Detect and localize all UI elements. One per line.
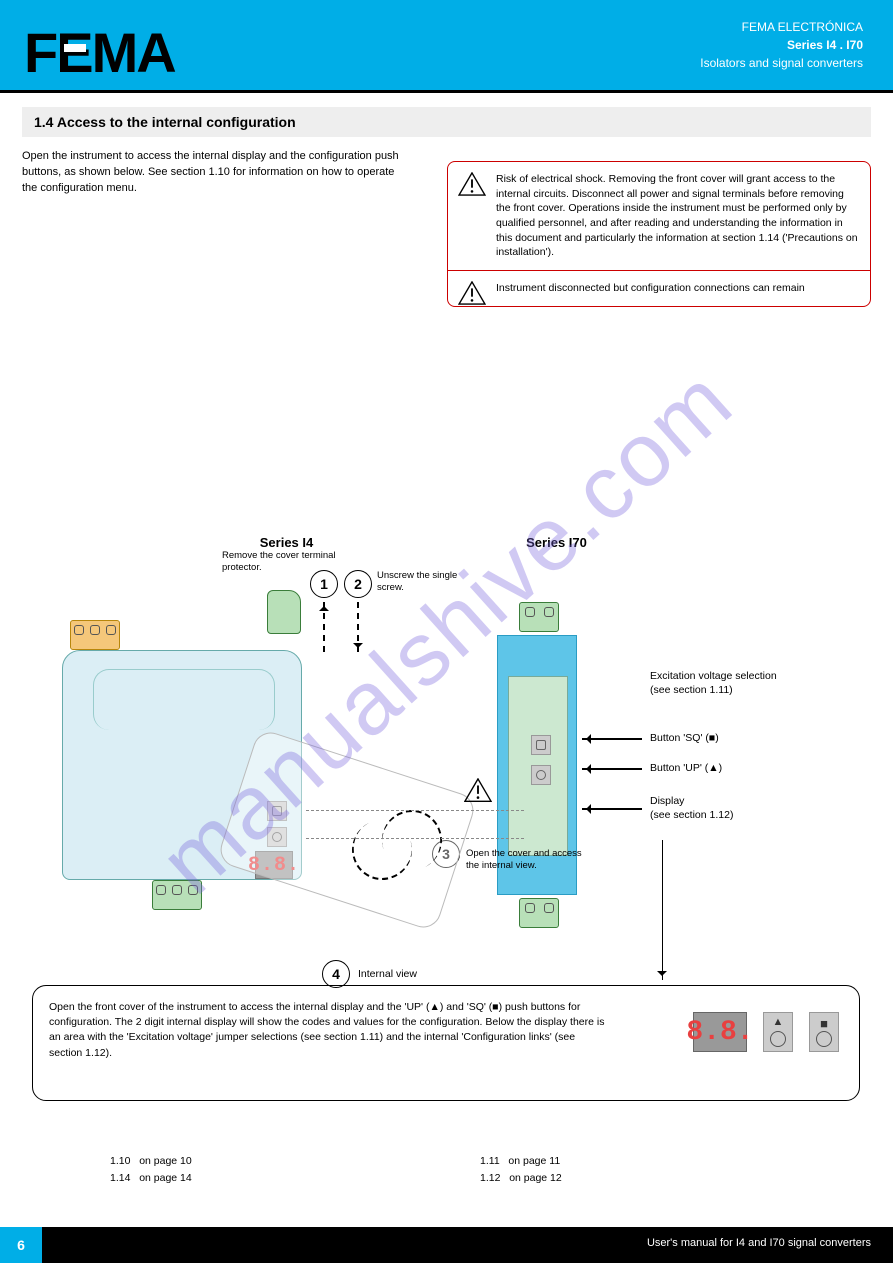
warning-icon [458,281,486,305]
annot-sq: Button 'SQ' (■) [650,732,719,746]
section-title: 1.4 Access to the internal configuration [22,107,871,137]
iv-btn-up: ▲ [763,1012,793,1052]
step-4-circle: 4 [322,960,350,988]
warning-icon [458,172,486,196]
i70-terminal-bottom [519,898,559,928]
sub-i70: Series I70 [220,535,893,550]
sq-glyph: ■ [820,1016,828,1031]
arrow-disp [582,808,642,810]
annot-exc-link: (see section 1.11) [650,684,777,698]
annot-up: Button 'UP' (▲) [650,762,722,776]
i70-terminal-top [519,602,559,632]
page-header: FEMA FEMA ELECTRÓNICA Series I4 . I70 Is… [0,0,893,93]
internal-view-text: Open the front cover of the instrument t… [49,1000,609,1061]
i70-inner [508,676,568,856]
up-glyph: ▲ [773,1016,784,1028]
btn-sq-i70 [531,735,551,755]
warning-icon-cover [464,778,492,802]
step4-text: Internal view [358,968,417,982]
header-line1: FEMA ELECTRÓNICA [700,18,863,36]
warning-1-text: Risk of electrical shock. Removing the f… [496,173,858,258]
header-line2: Series I4 . I70 [700,36,863,54]
page-number: 6 [0,1227,42,1263]
header-meta: FEMA ELECTRÓNICA Series I4 . I70 Isolato… [700,18,863,72]
iv-btn-sq: ■ [809,1012,839,1052]
page-footer: 6 User's manual for I4 and I70 signal co… [0,1227,893,1263]
terminal-green-bottom [152,880,202,910]
bottom-link-2: 1.14 on page 14 [110,1172,192,1184]
step3-text: Open the cover and access the internal v… [466,848,586,873]
bottom-link-3: 1.11 on page 11 [480,1155,560,1167]
annot-disp: Display [650,795,733,809]
step2-text: Unscrew the single screw. [377,570,467,595]
warning-2-text: Instrument disconnected but configuratio… [496,282,805,294]
bottom-link-1: 1.10 on page 10 [110,1155,192,1167]
cover-protector [267,590,301,634]
internal-view-box: Open the front cover of the instrument t… [32,985,860,1101]
arrow-up [582,768,642,770]
line-to-box [662,840,663,980]
brand-logo: FEMA [24,20,175,85]
warning-box: Risk of electrical shock. Removing the f… [447,161,871,307]
header-line3: Isolators and signal converters [700,54,863,72]
warning-2: Instrument disconnected but configuratio… [448,270,870,306]
bottom-link-4: 1.12 on page 12 [480,1172,562,1184]
dash-sq [306,810,524,811]
iv-led: 8.8. [693,1012,747,1052]
btn-up-i70 [531,765,551,785]
dash-up [306,838,524,839]
arrow-step1 [323,602,325,652]
step1-text: Remove the cover terminal protector. [222,550,362,575]
internal-view-graphic: 8.8. ▲ ■ [693,1012,839,1052]
footer-text: User's manual for I4 and I70 signal conv… [647,1237,871,1249]
terminal-orange [70,620,120,650]
annot-links: (see section 1.12) [650,809,733,823]
arrow-sq [582,738,642,740]
warning-1: Risk of electrical shock. Removing the f… [448,162,870,270]
arrow-step2 [357,602,359,652]
intro-text: Open the instrument to access the intern… [22,149,412,197]
annot-exc: Excitation voltage selection [650,670,777,684]
diagram: 8.8. 1 2 3 4 Button 'SQ' (■) [22,560,871,960]
